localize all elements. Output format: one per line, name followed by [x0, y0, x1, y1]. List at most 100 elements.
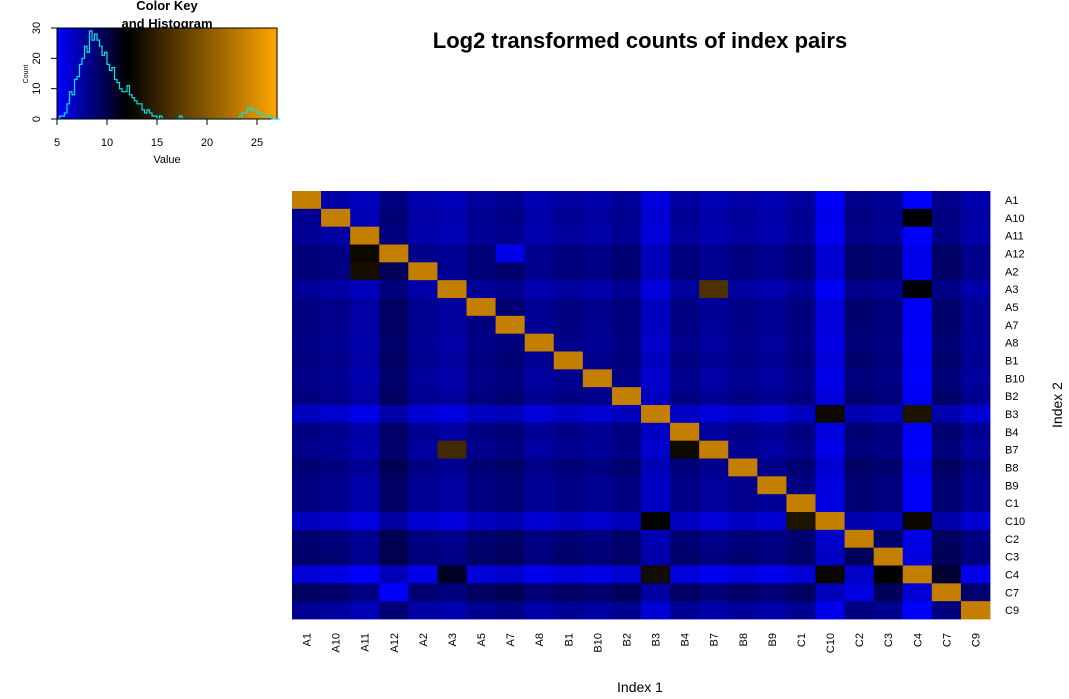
color-key-swatch [57, 28, 60, 119]
heatmap-cell [960, 405, 991, 424]
heatmap-cell [786, 458, 816, 477]
heatmap-cell [495, 387, 526, 406]
heatmap-cell [292, 226, 322, 245]
column-label: B7 [709, 633, 721, 646]
color-key-swatch [77, 28, 80, 119]
heatmap-cell [902, 565, 933, 584]
color-key-swatch [187, 28, 190, 119]
row-label: A10 [1005, 213, 1025, 225]
heatmap-cell [408, 387, 438, 406]
color-key-swatch [155, 28, 158, 119]
color-key-swatch [275, 28, 278, 119]
color-key-swatch [247, 28, 250, 119]
color-key-swatch [159, 28, 162, 119]
heatmap-cell [553, 208, 584, 228]
heatmap-cell [379, 583, 409, 602]
heatmap-cell [728, 280, 758, 299]
heatmap-cell [902, 351, 933, 370]
heatmap-cell [757, 351, 787, 370]
heatmap-cell [466, 601, 496, 620]
heatmap-cell [931, 422, 962, 442]
heatmap-cell [873, 208, 904, 228]
heatmap-cell [437, 547, 467, 566]
heatmap-cell [582, 333, 613, 352]
heatmap-cell [699, 512, 729, 531]
heatmap-cell [611, 280, 642, 299]
heatmap-cell [582, 529, 613, 549]
heatmap-cell [757, 440, 787, 459]
heatmap-cell [321, 529, 351, 549]
color-key-swatch [191, 28, 194, 119]
color-key-swatch [61, 28, 64, 119]
heatmap-cell [524, 226, 555, 245]
column-label: A2 [418, 633, 430, 646]
heatmap-cell [931, 315, 962, 335]
heatmap-cell [786, 494, 816, 513]
color-key-swatch [271, 28, 274, 119]
heatmap-cell [611, 422, 642, 442]
heatmap-cell [699, 458, 729, 477]
heatmap-cell [553, 244, 584, 263]
heatmap-cell [350, 369, 380, 388]
heatmap-cell [466, 315, 496, 335]
heatmap-cell [379, 298, 409, 317]
heatmap-cell [466, 422, 496, 442]
heatmap-cell [902, 387, 933, 406]
heatmap-cell [495, 351, 526, 370]
color-key-swatch [131, 28, 134, 119]
heatmap-cell [670, 405, 700, 424]
heatmap-cell [582, 280, 613, 299]
heatmap-cell [292, 458, 322, 477]
row-label: A1 [1005, 195, 1018, 207]
heatmap-cell [408, 583, 438, 602]
heatmap-cell [611, 565, 642, 584]
heatmap-cell [292, 315, 322, 335]
heatmap-cell [873, 529, 904, 549]
row-label: A5 [1005, 302, 1018, 314]
color-key-swatch [197, 28, 200, 119]
heatmap-cell [960, 458, 991, 477]
heatmap-cell [815, 565, 845, 584]
heatmap-cell [553, 440, 584, 459]
color-key-swatch [233, 28, 236, 119]
heatmap-cell [699, 280, 729, 299]
heatmap-cell [466, 458, 496, 477]
column-label: A11 [360, 633, 372, 652]
heatmap-cell [931, 512, 962, 531]
heatmap-cell [379, 565, 409, 584]
row-label: B9 [1005, 480, 1018, 492]
heatmap-cell [466, 333, 496, 352]
heatmap-cell [495, 422, 526, 442]
heatmap-cell [873, 333, 904, 352]
heatmap-cell [960, 422, 991, 442]
color-key-title-line2: and Histogram [121, 16, 212, 31]
heatmap-cell [495, 262, 526, 281]
heatmap-cell [699, 208, 729, 228]
color-key-swatch [183, 28, 186, 119]
heatmap-cell [699, 583, 729, 602]
row-label: C9 [1005, 605, 1019, 617]
heatmap-cell [292, 583, 322, 602]
heatmap-cell [292, 208, 322, 228]
color-key-swatch [133, 28, 136, 119]
heatmap-cell [582, 601, 613, 620]
heatmap-cell [524, 387, 555, 406]
color-key-swatch [83, 28, 86, 119]
heatmap-cell [524, 512, 555, 531]
row-label: B2 [1005, 391, 1018, 403]
color-key-swatch [221, 28, 224, 119]
heatmap-cell [641, 280, 671, 299]
heatmap-cell [960, 512, 991, 531]
heatmap-cell [641, 262, 671, 281]
heatmap-cell [960, 298, 991, 317]
color-key-swatch [177, 28, 180, 119]
color-key-swatch [157, 28, 160, 119]
heatmap-cell [844, 298, 875, 317]
heatmap-cell [379, 226, 409, 245]
heatmap-cell [408, 440, 438, 459]
heatmap-cell [466, 565, 496, 584]
heatmap-cell [786, 244, 816, 263]
color-key-swatch [237, 28, 240, 119]
heatmap-cell [844, 494, 875, 513]
